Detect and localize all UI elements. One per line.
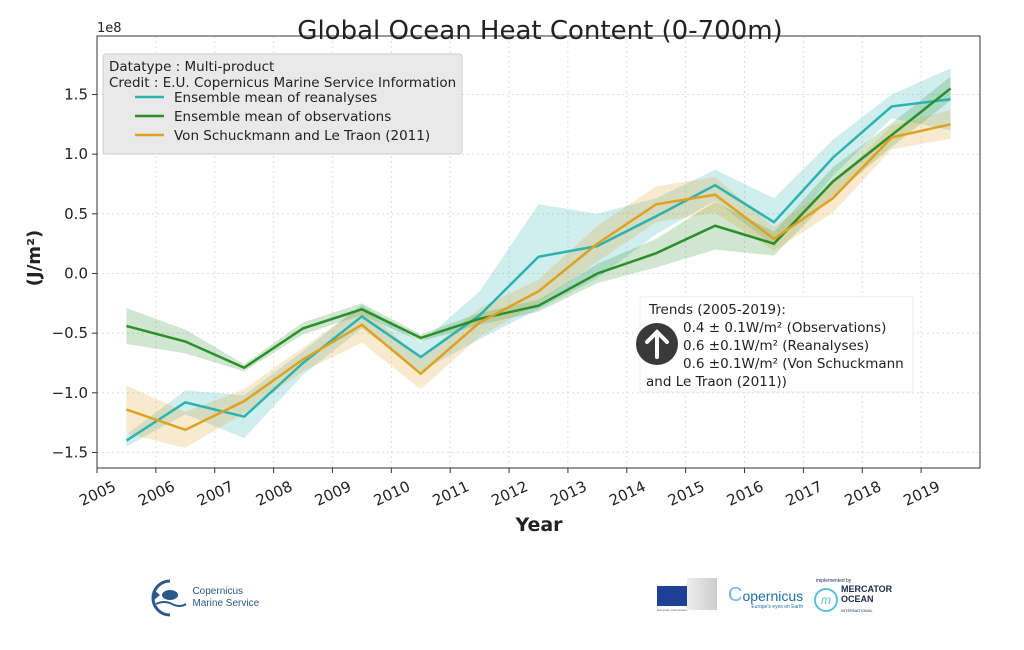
copernicus-marine-logo: Copernicus Marine Service	[148, 578, 259, 618]
logo-text: Marine Service	[192, 598, 260, 609]
x-tick-label: 2007	[194, 477, 236, 509]
trend-text: Trends (2005-2019):	[648, 302, 786, 318]
y-tick-label: −1.5	[52, 443, 88, 461]
x-tick-label: 2018	[842, 477, 884, 509]
logo-text: Europe's eyes on Earth	[751, 604, 804, 610]
trend-text: 0.6 ±0.1W/m² (Reanalyses)	[683, 338, 869, 354]
trend-text: and Le Traon (2011))	[646, 374, 787, 390]
uncertainty-band	[126, 76, 951, 372]
x-tick-label: 2008	[253, 477, 295, 509]
x-tick-label: 2009	[312, 477, 354, 509]
european-commission-logo: European Commission	[657, 578, 717, 618]
arrow-up-icon	[645, 329, 669, 359]
uncertainty-band	[126, 109, 951, 448]
logo-text: INTERNATIONAL	[841, 608, 873, 613]
legend-header: Credit : E.U. Copernicus Marine Service …	[109, 75, 456, 91]
legend-box	[102, 53, 463, 155]
x-tick-label: 2006	[135, 477, 177, 509]
x-tick-label: 2017	[783, 477, 825, 509]
legend-label: Ensemble mean of observations	[174, 109, 391, 125]
y-tick-label: 1.5	[64, 85, 88, 103]
legend-label: Von Schuckmann and Le Traon (2011)	[174, 128, 430, 144]
legend-label: Ensemble mean of reanalyses	[174, 90, 377, 106]
x-tick-label: 2010	[371, 477, 413, 509]
chart-title: Global Ocean Heat Content (0-700m)	[297, 16, 782, 46]
logo-text: European Commission	[657, 608, 688, 612]
y-tick-label: 0.5	[64, 205, 88, 223]
y-tick-label: −1.0	[52, 384, 88, 402]
logo-text: Copernicus	[192, 586, 244, 597]
x-tick-label: 2019	[901, 477, 943, 509]
x-axis-label: Year	[514, 514, 563, 536]
trend-text: 0.4 ± 0.1W/m² (Observations)	[683, 320, 886, 336]
legend-header: Datatype : Multi-product	[109, 59, 274, 75]
x-tick-label: 2015	[665, 477, 707, 509]
copernicus-logo: Copernicus Europe's eyes on Earth	[728, 584, 804, 610]
logo-text: implemented by	[816, 578, 852, 584]
logo-text: OCEAN	[841, 594, 874, 604]
x-tick-label: 2014	[606, 477, 648, 509]
x-tick-label: 2005	[76, 477, 118, 509]
x-tick-label: 2016	[724, 477, 766, 509]
y-tick-label: −0.5	[52, 324, 88, 342]
plot-frame	[96, 35, 981, 469]
mercator-m-icon: m	[814, 588, 838, 612]
y-axis-label: (J/m²)	[24, 230, 45, 286]
y-tick-label: 0.0	[64, 264, 88, 282]
logo-text: MERCATOR	[841, 584, 893, 594]
x-tick-label: 2012	[489, 477, 531, 509]
trend-text: 0.6 ±0.1W/m² (Von Schuckmann	[683, 356, 904, 372]
trend-box	[639, 296, 914, 393]
fish-icon	[151, 579, 187, 617]
mercator-ocean-logo: implemented by m MERCATOR OCEAN INTERNAT…	[814, 578, 892, 616]
logo-text: opernicus	[742, 588, 804, 604]
y-tick-label: 1.0	[64, 145, 88, 163]
y-offset-label: 1e8	[97, 21, 122, 36]
x-tick-label: 2013	[547, 477, 589, 509]
x-tick-label: 2011	[430, 477, 472, 509]
